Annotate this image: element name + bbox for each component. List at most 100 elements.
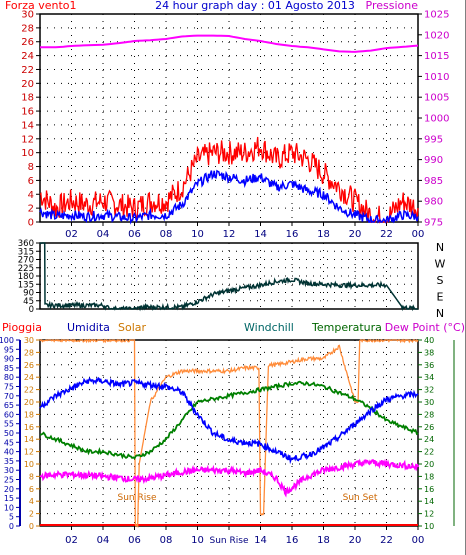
wind-y-tick-label: 24 [21, 51, 34, 62]
pressure-y-tick-label: 975 [424, 218, 443, 229]
wind-axis-title: Forza vento1 [5, 0, 77, 12]
solar-y-tick-label: 18 [24, 410, 34, 419]
solar-series [39, 338, 419, 529]
climate-x-tick-label: 00 [412, 535, 425, 546]
pressure-y-tick-label: 995 [424, 134, 443, 145]
solar-y-tick-label: 26 [24, 361, 34, 370]
wind-x-tick-label: 00 [412, 229, 425, 240]
temperature-y-tick-label: 20 [424, 460, 434, 469]
pressure-y-tick-label: 1000 [424, 114, 449, 125]
solar-y-tick-label: 10 [24, 460, 34, 469]
wind-y-tick-label: 20 [21, 79, 34, 90]
solar-y-tick-label: 14 [24, 435, 34, 444]
temperature-y-tick-label: 24 [424, 435, 434, 444]
wind-x-tick-label: 12 [223, 229, 236, 240]
direction-y-tick-label: 270 [18, 256, 34, 266]
solar-y-tick-label: 4 [29, 497, 34, 506]
temperature-y-tick-label: 32 [424, 386, 434, 395]
temperature-y-tick-label: 26 [424, 423, 434, 432]
wind-y-tick-label: 26 [21, 37, 34, 48]
humidity-y-tick-label: 30 [4, 466, 14, 475]
pressure-y-tick-label: 985 [424, 176, 443, 187]
wind-x-tick-label: 16 [286, 229, 299, 240]
direction-compass-label: N [436, 241, 444, 254]
pressure-series [40, 34, 419, 53]
humidity-y-tick-label: 65 [4, 401, 14, 410]
wind-y-tick-label: 2 [28, 204, 34, 215]
climate-x-tick-label: 06 [128, 535, 141, 546]
solar-y-tick-label: 8 [29, 472, 34, 481]
solar-y-tick-label: 0 [29, 522, 34, 531]
humidity-y-tick-label: 40 [4, 448, 14, 457]
wind-x-tick-label: 02 [65, 229, 78, 240]
wind-gust-series [39, 136, 419, 224]
climate-x-tick-label: 04 [97, 535, 110, 546]
wind-y-tick-label: 22 [21, 65, 34, 76]
pressure-y-tick-label: 1005 [424, 93, 449, 104]
temperature-y-tick-label: 36 [424, 361, 434, 370]
wind-average-series [39, 169, 419, 225]
solar-y-tick-label: 16 [24, 423, 34, 432]
humidity-y-tick-label: 45 [4, 438, 14, 447]
humidity-y-tick-label: 35 [4, 457, 14, 466]
wind-y-tick-label: 14 [21, 120, 34, 131]
temperature-y-tick-label: 12 [424, 510, 434, 519]
wind-y-tick-label: 16 [21, 107, 34, 118]
wind-x-tick-label: 08 [160, 229, 173, 240]
solar-y-tick-label: 30 [24, 336, 34, 345]
sun-rise-annotation: Sun Rise [118, 493, 157, 503]
wind-y-tick-label: 4 [28, 190, 34, 201]
solar-y-tick-label: 22 [24, 386, 34, 395]
chart-title: 24 hour graph day : 01 Agosto 2013 [155, 0, 355, 12]
temperature-y-tick-label: 34 [424, 373, 434, 382]
solar-y-tick-label: 28 [24, 348, 34, 357]
humidity-y-tick-label: 15 [4, 494, 14, 503]
humidity-y-tick-label: 20 [4, 485, 14, 494]
temperature-y-tick-label: 10 [424, 522, 434, 531]
solar-y-tick-label: 20 [24, 398, 34, 407]
direction-compass-label: N [436, 307, 444, 320]
humidity-y-tick-label: 70 [4, 392, 14, 401]
direction-compass-label: E [437, 291, 444, 304]
humidity-y-tick-label: 0 [9, 522, 14, 531]
pressure-y-tick-label: 980 [424, 197, 443, 208]
temperature-y-tick-label: 14 [424, 497, 434, 506]
wind-x-tick-label: 10 [191, 229, 204, 240]
wind-x-tick-label: 14 [254, 229, 267, 240]
sun-set-annotation: Sun Set [343, 493, 378, 503]
dew-point-series [39, 458, 419, 498]
pressure-y-tick-label: 990 [424, 155, 443, 166]
wind-x-tick-label: 22 [380, 229, 393, 240]
humidity-y-tick-label: 10 [4, 503, 14, 512]
legend-temperatura: Temperatura [311, 321, 382, 334]
pressure-y-tick-label: 1025 [424, 10, 449, 21]
wind-y-tick-label: 28 [21, 23, 34, 34]
direction-y-tick-label: 360 [18, 239, 34, 249]
climate-x-tick-label: Sun Rise [210, 536, 249, 546]
direction-y-tick-label: 90 [23, 289, 34, 299]
climate-x-tick-label: 22 [380, 535, 393, 546]
wind-y-tick-label: 0 [28, 218, 34, 229]
wind-x-tick-label: 18 [317, 229, 330, 240]
temperature-y-tick-label: 18 [424, 472, 434, 481]
pressure-axis-title: Pressione [366, 0, 419, 12]
pressure-y-tick-label: 1020 [424, 30, 449, 41]
humidity-y-tick-label: 90 [4, 355, 14, 364]
legend-solar: Solar [118, 321, 147, 334]
solar-y-tick-label: 12 [24, 448, 34, 457]
temperature-y-tick-label: 30 [424, 398, 434, 407]
direction-y-tick-label: 45 [23, 297, 34, 307]
humidity-y-tick-label: 100 [0, 336, 14, 345]
direction-y-tick-label: 180 [18, 272, 34, 282]
humidity-y-tick-label: 60 [4, 410, 14, 419]
humidity-y-tick-label: 55 [4, 420, 14, 429]
wind-direction-series [39, 242, 418, 312]
humidity-y-tick-label: 85 [4, 364, 14, 373]
pressure-y-tick-label: 1010 [424, 72, 449, 83]
temperature-series [39, 380, 419, 460]
humidity-y-tick-label: 50 [4, 429, 14, 438]
wind-y-tick-label: 8 [28, 162, 34, 173]
climate-x-tick-label: 14 [254, 535, 267, 546]
direction-y-tick-label: 135 [18, 280, 34, 290]
